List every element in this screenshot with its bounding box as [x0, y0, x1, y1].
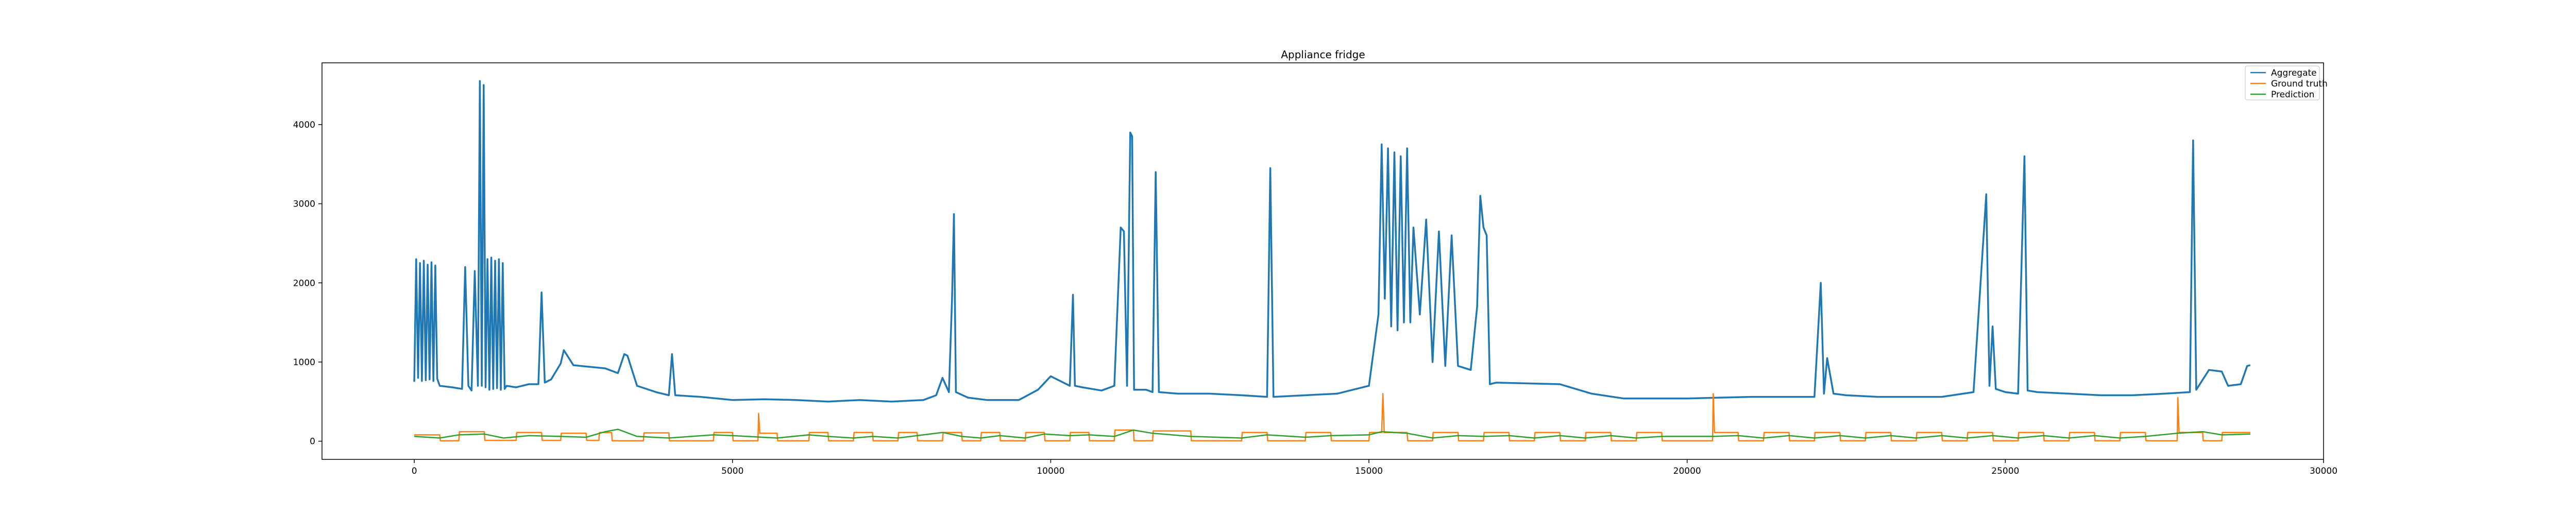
y-tick-label: 3000	[293, 199, 315, 210]
legend-label-prediction: Prediction	[2271, 90, 2314, 100]
legend-label-ground-truth: Ground truth	[2271, 79, 2328, 89]
plot-frame	[321, 62, 2324, 460]
x-tick-label: 20000	[1673, 466, 1701, 476]
x-tick-label: 0	[412, 466, 417, 476]
y-tick-label: 2000	[293, 278, 315, 288]
x-tick-label: 30000	[2310, 466, 2337, 476]
x-tick-label: 25000	[1991, 466, 2019, 476]
x-tick-label: 10000	[1037, 466, 1064, 476]
series-line-ground-truth	[414, 393, 2250, 442]
axes: 0 5000 10000 15000 20000 25000 30000 0 1000 2000 3…	[293, 62, 2337, 476]
series-line-aggregate	[413, 80, 2251, 403]
x-tick-label: 5000	[721, 466, 743, 476]
plot-lines	[413, 80, 2251, 442]
y-tick-label: 4000	[293, 120, 315, 130]
legend-box	[2245, 65, 2320, 100]
y-tick-label: 0	[310, 437, 315, 447]
chart-title: Appliance fridge	[1281, 48, 1365, 61]
y-tick-label: 1000	[293, 357, 315, 368]
series-line-prediction	[414, 428, 2250, 439]
legend-label-aggregate: Aggregate	[2271, 68, 2317, 78]
x-tick-label: 15000	[1355, 466, 1383, 476]
